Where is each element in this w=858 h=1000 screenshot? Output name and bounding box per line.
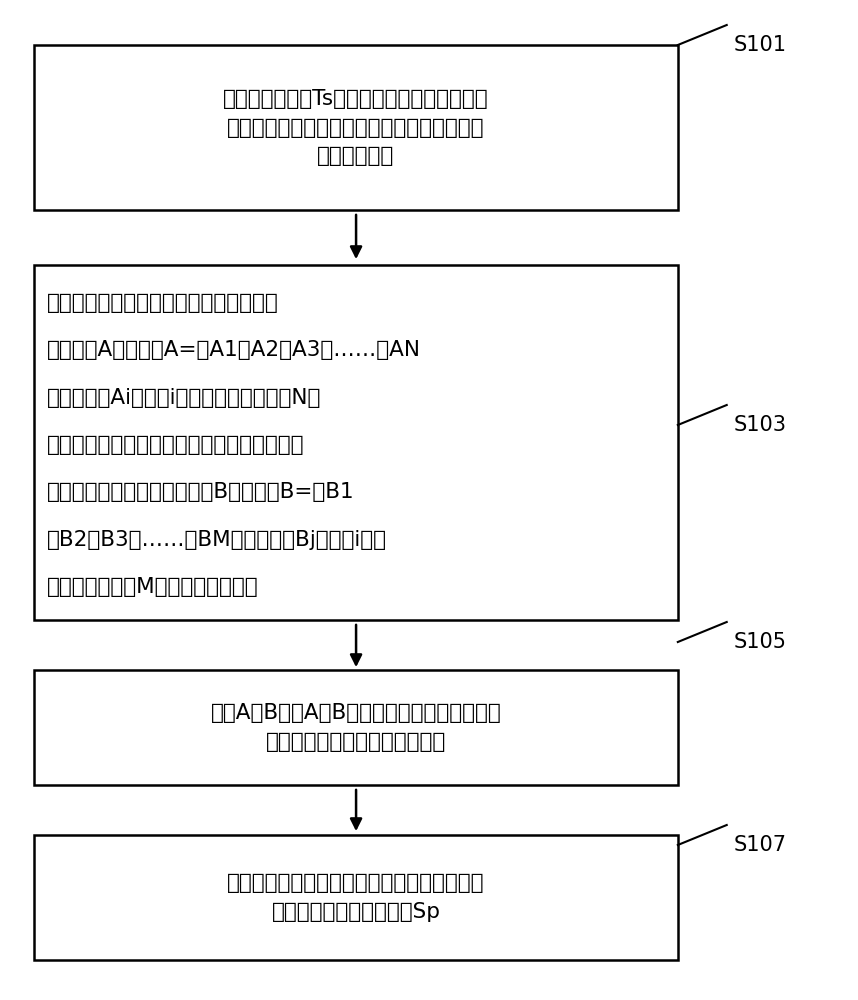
Text: 二数据单元格，M是第二单元格数量: 二数据单元格，M是第二单元格数量 — [47, 577, 259, 597]
Text: ，B2，B3，……，BM），其中，Bj是指第i个第: ，B2，B3，……，BM），其中，Bj是指第i个第 — [47, 530, 387, 550]
Text: 遍历A和B且对A和B中数据进行分析处理，得到
至第一目标列表和第二目标列表: 遍历A和B且对A和B中数据进行分析处理，得到 至第一目标列表和第二目标列表 — [211, 703, 501, 752]
Text: 根据所述第一目标列表和所述第二目标列表，
得到用户对应的血氧饱值Sp: 根据所述第一目标列表和所述第二目标列表， 得到用户对应的血氧饱值Sp — [227, 873, 485, 922]
Bar — [34, 45, 678, 210]
Text: 数据列表A中，其中A=（A1，A2，A3，……，AN: 数据列表A中，其中A=（A1，A2，A3，……，AN — [47, 340, 421, 360]
Text: S105: S105 — [734, 632, 787, 652]
Text: 在预设的时间段Ts内，从所述第一数据库中获
取第一光波对应的目标信号值和第二光波对应
的目标信号值: 在预设的时间段Ts内，从所述第一数据库中获 取第一光波对应的目标信号值和第二光波… — [223, 89, 489, 166]
Text: ），其中，Ai是指第i个第一数据单元格，N是: ），其中，Ai是指第i个第一数据单元格，N是 — [47, 388, 322, 408]
Text: 的信号值插入至第二数据列表B中，其中B=（B1: 的信号值插入至第二数据列表B中，其中B=（B1 — [47, 482, 355, 502]
Text: S101: S101 — [734, 35, 787, 55]
Text: 将第一光波强度对应的信号值插入至第一: 将第一光波强度对应的信号值插入至第一 — [47, 293, 279, 313]
Bar — [34, 670, 678, 785]
Text: S103: S103 — [734, 415, 787, 435]
Text: S107: S107 — [734, 835, 787, 855]
Bar — [34, 835, 678, 960]
Bar — [34, 265, 678, 620]
Text: 第一单元格数量，同时，将第二光波强度对应: 第一单元格数量，同时，将第二光波强度对应 — [47, 435, 305, 455]
